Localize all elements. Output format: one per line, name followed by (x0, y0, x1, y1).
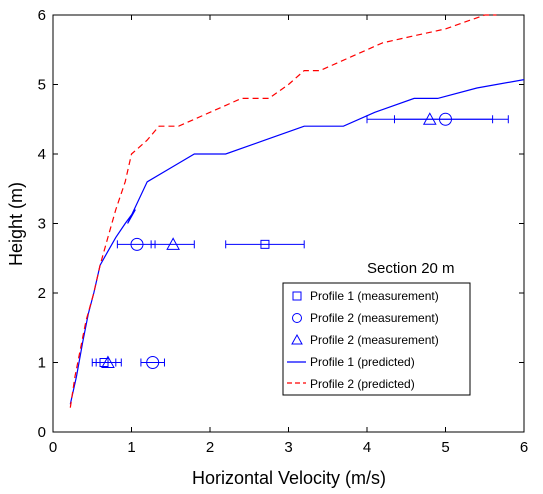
x-tick-label-1: 1 (127, 439, 135, 456)
y-tick-label-6: 6 (38, 7, 46, 24)
legend: Profile 1 (measurement) Profile 2 (measu… (282, 282, 471, 396)
legend-entry-2: Profile 2 (measurement) (310, 333, 439, 347)
legend-entry-3: Profile 1 (predicted) (310, 355, 415, 369)
legend-box (282, 282, 471, 396)
series-2-point-2 (422, 112, 437, 125)
legend-entry-0: Profile 1 (measurement) (310, 289, 439, 303)
annotation: Section 20 m (367, 260, 455, 277)
x-axis-label: Horizontal Velocity (m/s) (192, 468, 386, 488)
legend-square-marker (292, 291, 302, 301)
legend-entry-1: Profile 2 (measurement) (310, 311, 439, 325)
y-tick-label-5: 5 (38, 77, 46, 94)
series-1-point-0 (146, 356, 160, 369)
y-tick-label-2: 2 (38, 285, 46, 302)
x-tick-label-6: 6 (520, 439, 528, 456)
series-1-point-1 (130, 237, 144, 251)
series-4-line (69, 14, 497, 408)
x-tick-label-3: 3 (284, 439, 292, 456)
y-tick-label-4: 4 (38, 146, 46, 163)
x-tick-label-4: 4 (363, 439, 371, 456)
y-tick-label-0: 0 (38, 424, 46, 441)
x-tick-label-5: 5 (441, 439, 449, 456)
y-tick-label-1: 1 (38, 355, 46, 372)
plot-area: 0 1 2 3 4 5 6 0 1 2 3 4 5 6 (38, 7, 529, 456)
legend-triangle-marker (291, 333, 303, 345)
series-2-point-0 (101, 355, 115, 368)
x-tick-label-0: 0 (49, 439, 57, 456)
series-3-line (69, 79, 525, 405)
legend-entry-4: Profile 2 (predicted) (310, 377, 415, 391)
legend-circle-marker (292, 313, 302, 323)
x-tick-label-2: 2 (206, 439, 214, 456)
series-2-point-1 (166, 237, 180, 250)
series-0-point-1 (260, 239, 270, 249)
y-axis-label: Height (m) (6, 182, 26, 266)
y-tick-label-3: 3 (38, 216, 46, 233)
